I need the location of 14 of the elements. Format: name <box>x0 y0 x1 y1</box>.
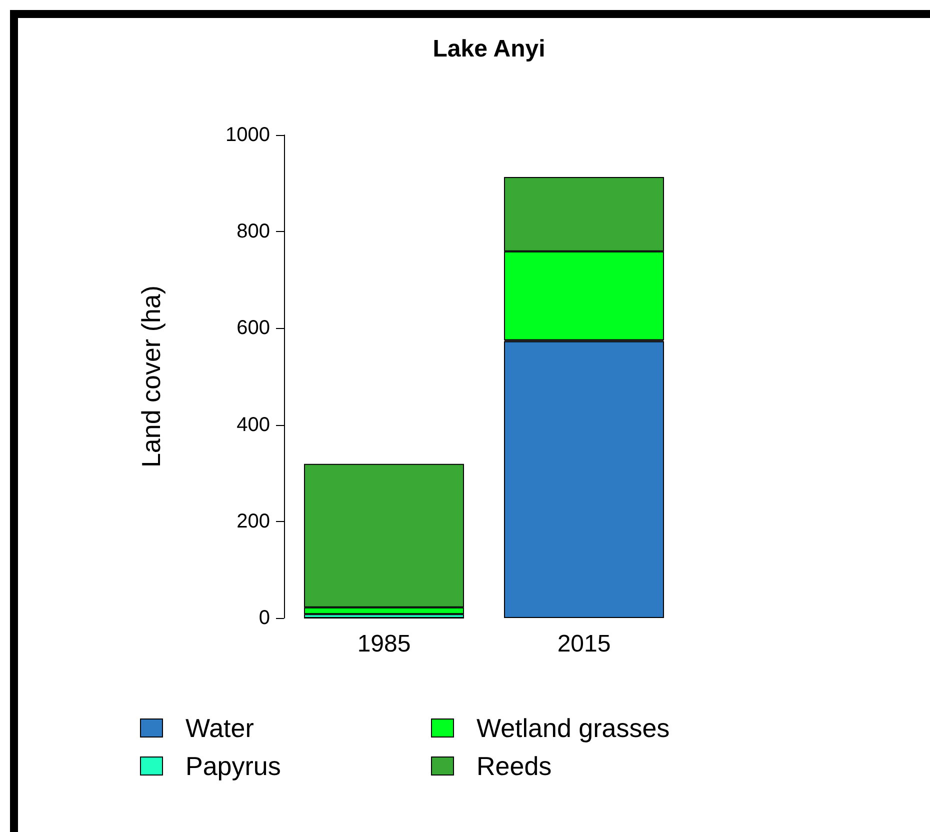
legend-label: Reeds <box>476 751 552 781</box>
y-tick-label: 1000 <box>226 124 270 146</box>
legend-label: Wetland grasses <box>476 713 670 743</box>
y-tick-label: 400 <box>236 414 270 436</box>
legend-label: Papyrus <box>186 751 281 781</box>
y-tick-label: 800 <box>236 220 270 243</box>
chart-title: Lake Anyi <box>432 36 546 62</box>
legend-label: Water <box>186 713 254 743</box>
y-axis-title: Land cover (ha) <box>136 285 166 468</box>
y-tick-label: 200 <box>236 510 270 532</box>
y-tick-label: 0 <box>258 607 270 629</box>
x-tick-label: 1985 <box>357 630 411 658</box>
y-tick-label: 600 <box>236 317 270 340</box>
x-tick-label: 2015 <box>557 630 611 658</box>
